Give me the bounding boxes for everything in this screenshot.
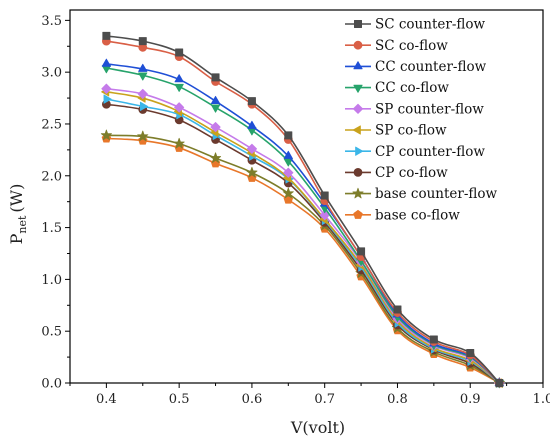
data-point (466, 348, 475, 357)
data-point (283, 167, 294, 178)
y-axis-title: Pnet (W) (7, 184, 29, 245)
y-tick-label: 2.5 (41, 117, 62, 132)
plot-frame (69, 9, 544, 384)
x-tick-label: 0.6 (242, 392, 263, 407)
data-point (210, 152, 222, 163)
data-point (246, 166, 258, 178)
data-point (174, 74, 184, 83)
series-1 (102, 31, 504, 387)
data-point (319, 210, 330, 221)
legend-label: CP counter-flow (375, 144, 485, 160)
data-point (320, 191, 329, 200)
data-point (247, 97, 256, 106)
y-tick-label: 1.5 (41, 221, 62, 236)
legend-item: SC co-flow (345, 38, 448, 54)
y-tick-label: 1.0 (41, 273, 62, 288)
y-axis-title-unit: (W) (7, 184, 26, 213)
legend-marker (355, 146, 364, 156)
legend-label: SP counter-flow (375, 101, 484, 117)
y-tick-label: 0.0 (41, 377, 62, 392)
y-tick-label: 3.0 (41, 66, 62, 81)
data-point (174, 102, 185, 113)
y-tick-label: 0.5 (41, 325, 62, 340)
data-point (393, 305, 402, 314)
x-tick-label: 1.0 (533, 392, 550, 407)
legend-item: base co-flow (345, 207, 460, 223)
legend-item: SP co-flow (345, 123, 447, 139)
legend-label: SC co-flow (375, 38, 448, 54)
legend-label: CC counter-flow (375, 59, 487, 75)
legend-marker (353, 209, 363, 219)
legend-item: base counter-flow (345, 186, 498, 202)
legend-label: SP co-flow (375, 123, 447, 139)
legend-label: CC co-flow (375, 80, 449, 96)
series-line (106, 98, 500, 384)
series-layer (100, 31, 505, 389)
data-point (101, 58, 111, 67)
x-tick-label: 0.4 (96, 392, 117, 407)
y-axis-title-main: P (7, 233, 26, 244)
axes-layer: 0.4 0.5 0.6 0.7 0.8 0.9 1.0 0.0 0.5 1.0 1.5 2.0 2.5 3… (41, 14, 550, 407)
data-point (282, 187, 294, 199)
data-point (138, 63, 148, 72)
legend-marker (353, 61, 363, 70)
x-tick-label: 0.9 (460, 392, 481, 407)
legend-label: base co-flow (375, 207, 460, 223)
data-point (174, 83, 184, 92)
data-point (138, 37, 147, 46)
data-point (101, 83, 112, 94)
plot-border (69, 9, 544, 384)
data-point (357, 247, 366, 256)
data-point (247, 120, 257, 129)
y-tick-label: 2.0 (41, 169, 62, 184)
data-point (173, 137, 185, 149)
legend-item: CC co-flow (345, 80, 449, 96)
legend-label: base counter-flow (375, 186, 498, 202)
legend-item: CP counter-flow (345, 144, 485, 160)
y-tick-label: 3.5 (41, 14, 62, 29)
x-tick-label: 0.8 (387, 392, 408, 407)
data-point (137, 130, 149, 142)
legend-marker (352, 103, 364, 114)
data-point (100, 129, 112, 141)
legend-item: CP co-flow (345, 165, 448, 181)
legend-item: SP counter-flow (345, 101, 484, 117)
legend-marker (352, 125, 361, 135)
legend-item: SC counter-flow (345, 17, 486, 33)
x-tick-label: 0.7 (314, 392, 335, 407)
legend-marker (354, 20, 362, 28)
data-point (139, 101, 149, 111)
data-point (175, 48, 184, 57)
data-point (137, 88, 148, 100)
legend-item: CC counter-flow (345, 59, 487, 75)
legend-label: SC counter-flow (375, 17, 486, 33)
data-point (210, 95, 221, 105)
legend-marker (353, 84, 363, 93)
svg-text:Pnet(W): Pnet (W) (7, 184, 29, 245)
data-point (210, 122, 221, 133)
y-axis-title-sub: net (16, 215, 29, 234)
legend-marker (353, 167, 363, 177)
data-point (103, 94, 112, 104)
legend-label: CP co-flow (375, 165, 448, 181)
data-point (138, 72, 148, 81)
data-point (102, 31, 111, 40)
data-point (284, 131, 293, 140)
data-point (495, 379, 504, 387)
legend-marker (352, 187, 364, 199)
data-point (246, 143, 257, 154)
x-axis-title: V(volt) (290, 418, 345, 437)
data-point (210, 104, 221, 113)
legend: SC counter-flow SC co-flow CC counter-flow… (345, 17, 498, 223)
data-point (211, 73, 220, 82)
data-point (429, 335, 438, 344)
data-point (283, 150, 293, 159)
legend-marker (353, 40, 363, 50)
x-tick-label: 0.5 (169, 392, 190, 407)
